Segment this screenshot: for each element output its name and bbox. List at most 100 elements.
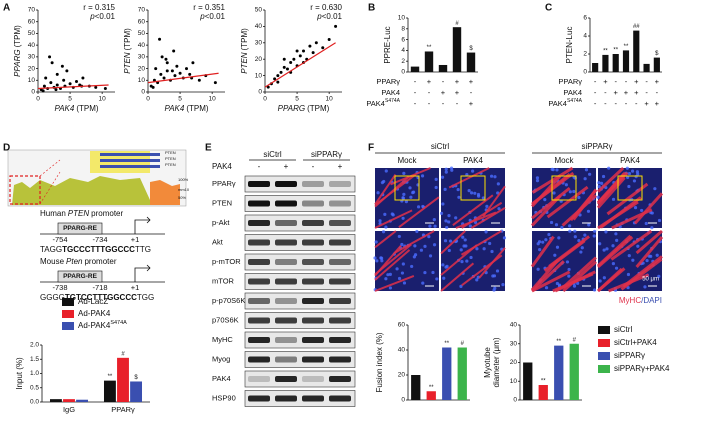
blot-band (329, 181, 351, 187)
nucleus (577, 239, 581, 243)
myotube (374, 209, 413, 229)
legend-swatch (598, 339, 610, 347)
nucleus (427, 235, 431, 239)
myotube (530, 175, 562, 208)
y-tick-label: 10 (138, 77, 146, 84)
bar (457, 347, 467, 400)
myotube (452, 194, 494, 226)
sequence-part: GGGG (40, 293, 65, 302)
legend-label-part: Ad-PAK4 (78, 321, 111, 330)
condition-label-part: PAK4 (381, 88, 400, 97)
y-tick-label: 6 (401, 36, 405, 43)
nucleus (489, 174, 494, 178)
nucleus (596, 195, 600, 199)
blot-band (302, 317, 324, 324)
nucleus (568, 190, 572, 194)
nucleus (650, 226, 654, 230)
blot-band (302, 181, 324, 187)
myotube (530, 194, 562, 227)
nucleus (552, 191, 556, 195)
blot-band (329, 356, 351, 363)
blot-band (302, 239, 324, 246)
bar (466, 52, 476, 72)
legend-swatch (598, 352, 610, 360)
scatter-point (55, 72, 59, 76)
y-axis-label: PPARG(TPM) (13, 25, 22, 77)
blot-row-label: p-Akt (212, 218, 230, 227)
blot-row-label: PPARγ (212, 179, 236, 188)
zoom-box (551, 175, 577, 201)
blot-band (275, 337, 297, 343)
legend-label: siPPARγ (614, 351, 645, 360)
nucleus (462, 244, 466, 248)
scatter-point (159, 72, 163, 76)
nucleus (604, 230, 608, 234)
nucleus (572, 284, 577, 288)
myotube (460, 230, 502, 256)
nucleus (565, 260, 570, 264)
zoom-box (617, 175, 643, 201)
y-tick-label: 30 (28, 54, 36, 61)
condition-label: PAK4S474A (548, 98, 582, 108)
y-tick-label: 60 (138, 18, 146, 25)
nucleus (601, 174, 606, 179)
scatter-point (279, 70, 283, 74)
scatter-point (289, 60, 293, 64)
conservation-label: PTEN (165, 150, 176, 155)
p-annotation-part: <0.01 (322, 12, 343, 21)
promoter-title-part: promoter (84, 257, 116, 266)
legend-label-part: Ad-PAK4 (78, 309, 111, 318)
nucleus (592, 288, 597, 292)
nucleus (657, 218, 662, 223)
bar (103, 380, 116, 402)
p-annotation-part: p (199, 12, 205, 21)
blot-band (248, 376, 270, 382)
r-annotation: r = 0.351 (193, 3, 225, 12)
myotube (530, 235, 555, 268)
nucleus (557, 236, 561, 240)
scatter-point (154, 67, 158, 71)
blot-band (329, 220, 351, 226)
nucleus (583, 177, 587, 181)
y-tick-label: 50 (28, 30, 36, 37)
bar (426, 391, 436, 400)
blot-band (248, 337, 270, 343)
legend-superscript: S474A (110, 320, 127, 326)
nucleus (469, 255, 473, 260)
promoter-title: Mouse Pten promoter (40, 257, 117, 266)
condition-sign: + (469, 77, 474, 86)
blot-strip (244, 175, 356, 193)
scatter-point (191, 61, 195, 65)
promoter-title: Human PTEN promoter (40, 209, 123, 218)
nucleus (536, 267, 540, 271)
scatter-point (68, 82, 72, 86)
condition-sign: - (442, 99, 445, 108)
significance-label: ** (427, 45, 432, 51)
p-annotation-part: <0.01 (95, 12, 116, 21)
condition-sign: + (603, 77, 608, 86)
myotube (440, 262, 475, 292)
condition-sign: + (427, 77, 432, 86)
x-tick-label: 10 (99, 96, 107, 103)
nucleus (447, 248, 451, 253)
blot-row-label: p-p70S6K (212, 296, 245, 305)
nucleus (467, 189, 471, 193)
panel-label: F (368, 143, 374, 154)
nucleus (551, 168, 555, 172)
nucleus (484, 230, 488, 234)
nucleus (381, 230, 386, 234)
nucleus (497, 207, 501, 211)
scatter-point (158, 37, 162, 41)
condition-label-part: PAK4 (563, 88, 582, 97)
scatter-point (103, 86, 107, 90)
promoter-title-part: promoter (91, 209, 123, 218)
nucleus (627, 253, 631, 258)
nucleus (635, 170, 639, 174)
blot-band (302, 395, 324, 402)
nucleus (496, 182, 500, 186)
nucleus (593, 229, 597, 233)
y-axis-label: diameter (μm) (492, 337, 501, 387)
nucleus (553, 253, 557, 257)
nucleus (444, 170, 448, 174)
condition-superscript: S474A (567, 98, 583, 104)
